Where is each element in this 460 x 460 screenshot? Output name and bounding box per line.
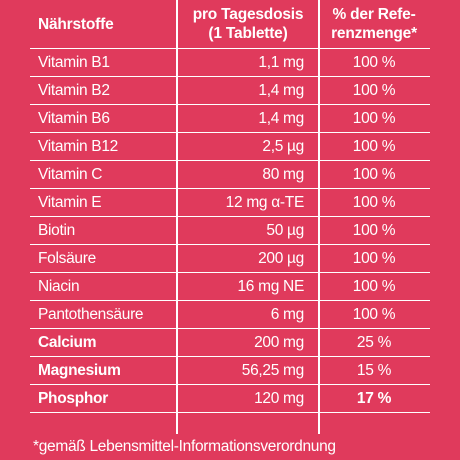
daily-dose-value: 6 mg: [270, 306, 305, 323]
nutrient-name: Magnesium: [38, 362, 121, 379]
footnote: *gemäß Lebensmittel-Informationsverordnu…: [33, 438, 336, 455]
nutrient-name: Calcium: [38, 334, 97, 351]
table-row: Vitamin C 80 mg 100 %: [30, 161, 430, 189]
reference-percent-value: 100 %: [352, 138, 396, 155]
daily-dose-value: 80 mg: [262, 166, 304, 183]
daily-dose-value: 200 mg: [254, 334, 304, 351]
nutrient-name: Phosphor: [38, 390, 108, 407]
table-row: Vitamin B1 1,1 mg 100 %: [30, 49, 430, 77]
header-daily-dose-line1: pro Tagesdosis: [192, 6, 304, 23]
table-row: Calcium 200 mg 25 %: [30, 329, 430, 357]
reference-percent-value: 100 %: [352, 194, 396, 211]
daily-dose-value: 2,5 µg: [262, 138, 304, 155]
daily-dose-value: 1,1 mg: [258, 54, 304, 71]
reference-percent-value: 100 %: [352, 222, 396, 239]
header-daily-dose: pro Tagesdosis (1 Tablette): [178, 0, 318, 48]
reference-percent-value: 100 %: [352, 306, 396, 323]
table-row: Niacin 16 mg NE 100 %: [30, 273, 430, 301]
daily-dose-value: 120 mg: [254, 390, 304, 407]
nutrient-name: Vitamin B1: [38, 54, 110, 71]
nutrient-name: Folsäure: [38, 250, 96, 267]
table-row: Vitamin B2 1,4 mg 100 %: [30, 77, 430, 105]
table-header: Nährstoffe pro Tagesdosis (1 Tablette) %…: [30, 0, 430, 49]
table-body: Vitamin B1 1,1 mg 100 % Vitamin B2 1,4 mg 100…: [30, 49, 430, 413]
reference-percent-value: 100 %: [352, 110, 396, 127]
table-row: Magnesium 56,25 mg 15 %: [30, 357, 430, 385]
table-row: Vitamin B6 1,4 mg 100 %: [30, 105, 430, 133]
column-divider: [318, 0, 320, 434]
nutrient-table: Nährstoffe pro Tagesdosis (1 Tablette) %…: [30, 0, 430, 434]
nutrient-name: Vitamin B6: [38, 110, 110, 127]
daily-dose-value: 1,4 mg: [258, 82, 304, 99]
column-divider: [176, 0, 178, 434]
table-row: Vitamin B12 2,5 µg 100 %: [30, 133, 430, 161]
daily-dose-value: 1,4 mg: [258, 110, 304, 127]
header-nutrients: Nährstoffe: [38, 0, 178, 48]
nutrient-name: Vitamin B12: [38, 138, 118, 155]
table-row: Biotin 50 µg 100 %: [30, 217, 430, 245]
nutrient-name: Vitamin C: [38, 166, 103, 183]
nutrient-name: Vitamin E: [38, 194, 102, 211]
daily-dose-value: 200 µg: [258, 250, 304, 267]
table-row: Phosphor 120 mg 17 %: [30, 385, 430, 413]
nutrient-name: Biotin: [38, 222, 75, 239]
daily-dose-value: 56,25 mg: [241, 362, 305, 379]
nutrient-name: Vitamin B2: [38, 82, 110, 99]
header-nutrients-label: Nährstoffe: [38, 15, 114, 33]
table-row: Vitamin E 12 mg α-TE 100 %: [30, 189, 430, 217]
header-reference-percent: % der Refe- renzmenge*: [318, 0, 430, 48]
reference-percent-value: 100 %: [352, 278, 396, 295]
daily-dose-value: 50 µg: [266, 222, 304, 239]
reference-percent-value: 100 %: [352, 54, 396, 71]
daily-dose-value: 12 mg α-TE: [225, 194, 305, 211]
daily-dose-value: 16 mg NE: [237, 278, 304, 295]
reference-percent-value: 100 %: [352, 82, 396, 99]
reference-percent-value: 100 %: [352, 250, 396, 267]
header-daily-dose-line2: (1 Tablette): [208, 25, 288, 42]
reference-percent-value: 100 %: [352, 166, 396, 183]
reference-percent-value: 17 %: [356, 390, 392, 407]
reference-percent-value: 25 %: [356, 334, 392, 351]
header-reference-line1: % der Refe-: [332, 6, 416, 23]
nutrient-name: Pantothensäure: [38, 306, 144, 323]
nutrient-name: Niacin: [38, 278, 80, 295]
reference-percent-value: 15 %: [356, 362, 392, 379]
table-row: Folsäure 200 µg 100 %: [30, 245, 430, 273]
table-row: Pantothensäure 6 mg 100 %: [30, 301, 430, 329]
header-reference-line2: renzmenge*: [331, 25, 417, 42]
